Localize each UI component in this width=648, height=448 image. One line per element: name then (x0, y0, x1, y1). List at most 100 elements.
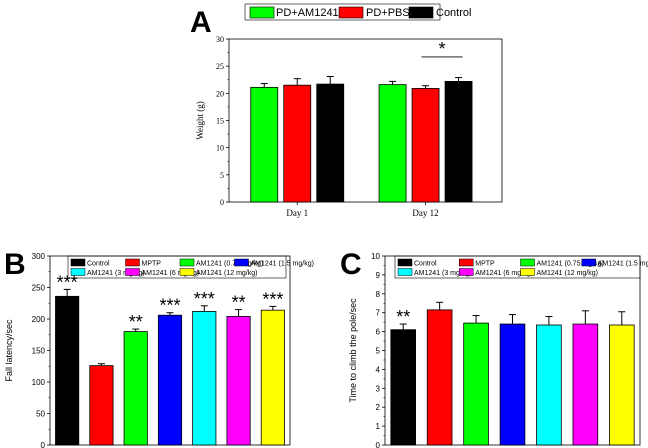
panel-c-legend-label-am1241-6-mg-kg: AM1241 (6 mg/kg) (475, 270, 533, 277)
panel-c-bar-mptp (426, 309, 453, 446)
panel-a-bar-control-day-12 (444, 80, 473, 203)
panel-b-significance-am1241-6-mg-kg: ** (232, 293, 246, 313)
panel-c: C Control MPTP AM1241 (0.75 mg/kg)AM1241 (… (340, 248, 648, 448)
panel-a: A PD+AM1241 PD+PBS Control 0 5 10 15 20 25 30 W… (190, 3, 503, 218)
panel-c-ytick-label: 7 (376, 309, 381, 318)
panel-a-ytick-label: 20 (216, 89, 224, 98)
panel-c-bar-am1241-0-75-mg-kg (463, 322, 489, 446)
panel-b-ylabel: Fall latency/sec (4, 319, 14, 382)
panel-b-significance-am1241-12-mg-kg: *** (262, 289, 283, 309)
panel-c-legend-swatch-am1241-6-mg-kg (459, 268, 474, 276)
panel-c-ytick-label: 1 (376, 422, 381, 431)
panel-c-legend-swatch-am1241-3-mg-kg (397, 268, 413, 276)
panel-b-bar-mptp (89, 365, 114, 446)
panel-b-significance-am1241-3-mg-kg: *** (194, 289, 215, 309)
panel-c-bar-am1241-3-mg-kg (536, 324, 562, 446)
panel-b-legend-label-am1241-0-75-mg-kg: AM1241 (0.75 mg/kg) (196, 261, 263, 268)
panel-c-ytick-label: 4 (376, 365, 381, 374)
panel-b-legend-swatch-am1241-12-mg-kg (179, 268, 195, 276)
panel-c-legend-label-am1241-1-5-mg-kg: AM1241 (1.5 mg/kg) (598, 261, 648, 268)
panel-a-ytick-label: 0 (220, 198, 224, 207)
panel-b-legend-label-am1241-3-mg-kg: AM1241 (3 mg/kg) (87, 270, 145, 277)
panel-b-significance-am1241-1-5-mg-kg: *** (159, 296, 180, 316)
panel-c-ytick-label: 2 (376, 403, 381, 412)
panel-b-significance-am1241-0-75-mg-kg: ** (129, 312, 143, 332)
legend-swatch-control (408, 6, 434, 19)
panel-a-ytick-label: 15 (216, 117, 224, 126)
panel-c-bar-am1241-6-mg-kg (572, 323, 599, 446)
panel-a-ytick-label: 10 (216, 144, 224, 153)
panel-c-ytick-label: 0 (376, 441, 381, 448)
panel-c-plot: 0 1 2 3 4 5 6 7 8 9 10 Time to climb the pole/sec ** (348, 252, 641, 448)
panel-a-significance-marker: * (439, 39, 446, 59)
panel-c-legend-swatch-mptp (459, 258, 474, 267)
panel-a-bar-pd-pbs-day-1 (283, 84, 312, 203)
panel-c-ylabel: Time to climb the pole/sec (348, 298, 358, 403)
panel-c-ytick-label: 8 (376, 290, 381, 299)
panel-c-legend-label-am1241-12-mg-kg: AM1241 (12 mg/kg) (537, 270, 598, 277)
panel-b-legend-label-am1241-1-5-mg-kg: AM1241 (1.5 mg/kg) (251, 261, 314, 268)
panel-c-ytick-label: 6 (376, 328, 381, 337)
panel-c-legend-label-am1241-3-mg-kg: AM1241 (3 mg/kg) (414, 270, 472, 277)
panel-c-legend-label-am1241-0-75-mg-kg: AM1241 (0.75 mg/kg) (537, 261, 604, 268)
panel-b-bar-am1241-12-mg-kg (260, 309, 285, 446)
panel-c-legend-swatch-am1241-1-5-mg-kg (581, 258, 596, 267)
panel-b-legend-swatch-am1241-3-mg-kg (70, 268, 86, 276)
panel-b-ytick-label: 0 (41, 441, 46, 448)
legend-label-pd-am1241: PD+AM1241 (276, 7, 339, 19)
panel-c-legend-swatch-am1241-0-75-mg-kg (520, 258, 535, 267)
panel-b-ytick-label: 100 (32, 378, 46, 387)
panel-a-bar-pd-pbs-day-12 (411, 88, 440, 203)
panel-c-ytick-label: 5 (376, 347, 381, 356)
panel-b-bar-am1241-0-75-mg-kg (123, 331, 148, 446)
panel-c-ytick-label: 9 (376, 271, 381, 280)
panel-b-legend-swatch-am1241-0-75-mg-kg (179, 258, 195, 267)
panel-b-legend-label-control: Control (87, 261, 110, 268)
panel-b-bar-am1241-3-mg-kg (192, 311, 217, 446)
panel-a-xtick-label-day-12: Day 12 (412, 208, 438, 218)
legend-swatch-pd-am1241 (249, 6, 275, 19)
panel-b-bar-control (55, 295, 80, 446)
panel-a-letter: A (190, 6, 212, 39)
panel-c-bar-am1241-1-5-mg-kg (499, 323, 526, 446)
panel-c-legend-label-control: Control (414, 261, 437, 268)
panel-b-legend-label-am1241-12-mg-kg: AM1241 (12 mg/kg) (196, 270, 257, 277)
panel-c-legend: Control MPTP AM1241 (0.75 mg/kg)AM1241 (1.… (394, 255, 648, 279)
panel-a-ytick-label: 5 (220, 171, 224, 180)
panel-a-legend: PD+AM1241 PD+PBS Control (244, 3, 471, 21)
panel-c-bar-control (390, 329, 417, 446)
panel-a-bar-pd-am1241-day-12 (378, 84, 407, 203)
panel-b-bar-am1241-1-5-mg-kg (157, 314, 183, 446)
panel-a-plot: 0 5 10 15 20 25 30 Weight (g) Day 1 Day 12 * (195, 35, 503, 218)
panel-c-ytick-label: 10 (371, 252, 380, 261)
panel-a-ylabel: Weight (g) (195, 101, 205, 140)
panel-b-ytick-label: 300 (32, 252, 46, 261)
legend-label-control: Control (436, 7, 471, 19)
panel-c-significance-control: ** (396, 307, 410, 327)
panel-c-legend-label-mptp: MPTP (475, 261, 495, 268)
panel-b-legend-swatch-am1241-6-mg-kg (125, 268, 140, 276)
legend-label-pd-pbs: PD+PBS (366, 7, 410, 19)
panel-b-ytick-label: 150 (32, 347, 46, 356)
panel-a-bar-control-day-1 (316, 83, 345, 203)
panel-c-bar-am1241-12-mg-kg (609, 324, 635, 446)
panel-b-significance-control: *** (57, 272, 78, 292)
panel-b: B Control MPTP AM1241 (0.75 mg/kg)AM1241 (… (4, 248, 314, 448)
panel-c-ytick-label: 3 (376, 384, 381, 393)
panel-a-bar-pd-am1241-day-1 (250, 86, 279, 203)
panel-a-ytick-label: 30 (216, 35, 224, 44)
panel-a-xtick-label-day-1: Day 1 (286, 208, 308, 218)
panel-b-legend-swatch-am1241-1-5-mg-kg (234, 258, 249, 267)
panel-c-legend-swatch-am1241-12-mg-kg (520, 268, 535, 276)
panel-b-letter: B (4, 248, 26, 281)
panel-b-legend-swatch-control (70, 258, 86, 267)
panel-b-ytick-label: 250 (32, 284, 46, 293)
panel-c-letter: C (340, 248, 362, 281)
panel-b-legend-label-mptp: MPTP (142, 261, 162, 268)
panel-b-ytick-label: 50 (36, 410, 45, 419)
legend-swatch-pd-pbs (338, 6, 364, 19)
panel-b-legend-swatch-mptp (125, 258, 140, 267)
panel-a-ytick-label: 25 (216, 62, 224, 71)
